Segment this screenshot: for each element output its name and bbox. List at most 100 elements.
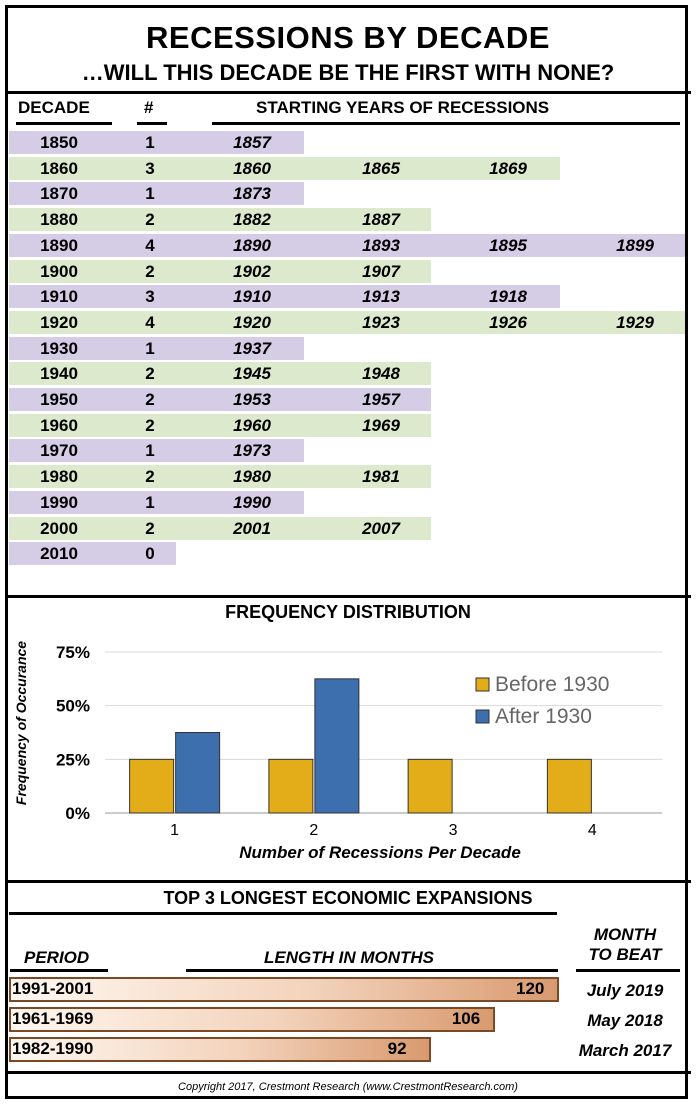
- year-cell: 1981: [362, 467, 400, 487]
- year-cell: 1910: [233, 287, 271, 307]
- count-cell: 4: [145, 235, 155, 255]
- year-cell: 1902: [233, 261, 271, 281]
- row-highlight: [9, 439, 304, 463]
- count-cell: 1: [145, 492, 155, 512]
- divider: [5, 880, 691, 883]
- count-cell: 3: [145, 287, 155, 307]
- period-label: 1961-1969: [12, 1009, 94, 1028]
- legend-label: Before 1930: [495, 673, 609, 696]
- col-header-underline: [137, 122, 167, 125]
- y-axis-label: Frequency of Occurance: [13, 641, 29, 805]
- year-cell: 1873: [233, 184, 271, 204]
- decade-cell: 1910: [40, 287, 78, 307]
- length-underline: [186, 969, 558, 972]
- year-cell: 1926: [489, 312, 527, 332]
- count-cell: 1: [145, 338, 155, 358]
- bar-after-1930: [175, 732, 221, 814]
- year-cell: 1960: [233, 415, 271, 435]
- count-cell: 2: [145, 210, 155, 230]
- year-cell: 1887: [362, 210, 400, 230]
- row-highlight: [9, 413, 431, 437]
- row-highlight: [9, 259, 431, 283]
- year-cell: 1907: [362, 261, 400, 281]
- bar-after-1930: [314, 678, 360, 814]
- count-cell: 2: [145, 261, 155, 281]
- decade-cell: 1990: [40, 492, 78, 512]
- count-cell: 3: [145, 158, 155, 178]
- decade-cell: 1900: [40, 261, 78, 281]
- year-cell: 1929: [616, 312, 654, 332]
- months-value: 120: [516, 979, 545, 998]
- year-cell: 1869: [489, 158, 527, 178]
- page-frame: [5, 5, 688, 1099]
- divider: [5, 595, 691, 598]
- year-cell: 1882: [233, 210, 271, 230]
- month-to-beat: May 2018: [587, 1011, 663, 1030]
- decade-cell: 1870: [40, 184, 78, 204]
- row-highlight: [9, 388, 431, 411]
- row-highlight: [9, 542, 176, 566]
- decade-cell: 1880: [40, 210, 78, 230]
- frequency-chart: 0% 25% 50% 75% Frequency of Occurance 1 2 3 4 Num…: [13, 641, 662, 862]
- year-cell: 1899: [616, 235, 654, 255]
- year-cell: 1990: [233, 492, 271, 512]
- row-highlight: [9, 233, 685, 257]
- months-value: 106: [451, 1009, 481, 1028]
- y-tick-label: 75%: [56, 643, 90, 662]
- decade-cell: 1920: [40, 312, 78, 332]
- year-cell: 2007: [362, 518, 400, 538]
- x-axis-label: Number of Recessions Per Decade: [239, 843, 521, 862]
- period-label: 1982-1990: [12, 1039, 94, 1058]
- year-cell: 1918: [489, 287, 527, 307]
- decade-cell: 1960: [40, 415, 78, 435]
- period-label: 1991-2001: [12, 979, 94, 998]
- legend-swatch: [475, 677, 490, 692]
- year-cell: 1913: [362, 287, 400, 307]
- x-tick-label: 2: [309, 822, 318, 839]
- page-title: RECESSIONS BY DECADE: [146, 20, 550, 55]
- month-header: MONTH TO BEAT: [560, 925, 690, 965]
- row-highlight: [9, 310, 685, 334]
- months-value: 92: [387, 1039, 407, 1058]
- col-header-decade: DECADE: [18, 98, 90, 117]
- month-header-line1: MONTH: [593, 925, 657, 944]
- year-cell: 1923: [362, 312, 400, 332]
- chart-title: FREQUENCY DISTRIBUTION: [225, 602, 471, 622]
- row-highlight: [9, 131, 304, 154]
- bar-before-1930: [268, 758, 314, 814]
- row-highlight: [9, 516, 431, 540]
- legend-label: After 1930: [495, 705, 592, 728]
- count-cell: 2: [145, 518, 155, 538]
- col-header-underline: [16, 122, 112, 125]
- decade-cell: 1850: [40, 133, 78, 152]
- month-underline: [576, 969, 680, 972]
- row-highlight: [9, 490, 304, 514]
- y-tick-label: 25%: [56, 750, 90, 769]
- y-tick-label: 50%: [56, 697, 90, 716]
- year-cell: 1890: [233, 235, 271, 255]
- copyright-text: Copyright 2017, Crestmont Research (www.…: [178, 1081, 518, 1093]
- bar-before-1930: [546, 758, 592, 814]
- decade-cell: 1940: [40, 364, 78, 384]
- year-cell: 1893: [362, 235, 400, 255]
- row-highlight: [9, 182, 304, 206]
- count-cell: 4: [145, 312, 155, 332]
- count-cell: 2: [145, 467, 155, 487]
- divider: [5, 1071, 691, 1074]
- month-to-beat: July 2019: [586, 981, 664, 1000]
- expansions-title: TOP 3 LONGEST ECONOMIC EXPANSIONS: [163, 888, 533, 908]
- count-cell: 2: [145, 364, 155, 384]
- decade-cell: 1980: [40, 467, 78, 487]
- year-cell: 1948: [362, 364, 400, 384]
- decade-cell: 1860: [40, 158, 78, 178]
- year-cell: 1860: [233, 158, 271, 178]
- decade-cell: 1890: [40, 235, 78, 255]
- period-header: PERIOD: [24, 948, 90, 967]
- col-header-years: STARTING YEARS OF RECESSIONS: [256, 98, 550, 117]
- year-cell: 2001: [233, 518, 271, 538]
- y-tick-label: 0%: [65, 804, 90, 823]
- bar-before-1930: [407, 758, 453, 814]
- expansion-bar: [9, 1007, 495, 1032]
- count-cell: 2: [145, 415, 155, 435]
- row-highlight: [9, 362, 431, 386]
